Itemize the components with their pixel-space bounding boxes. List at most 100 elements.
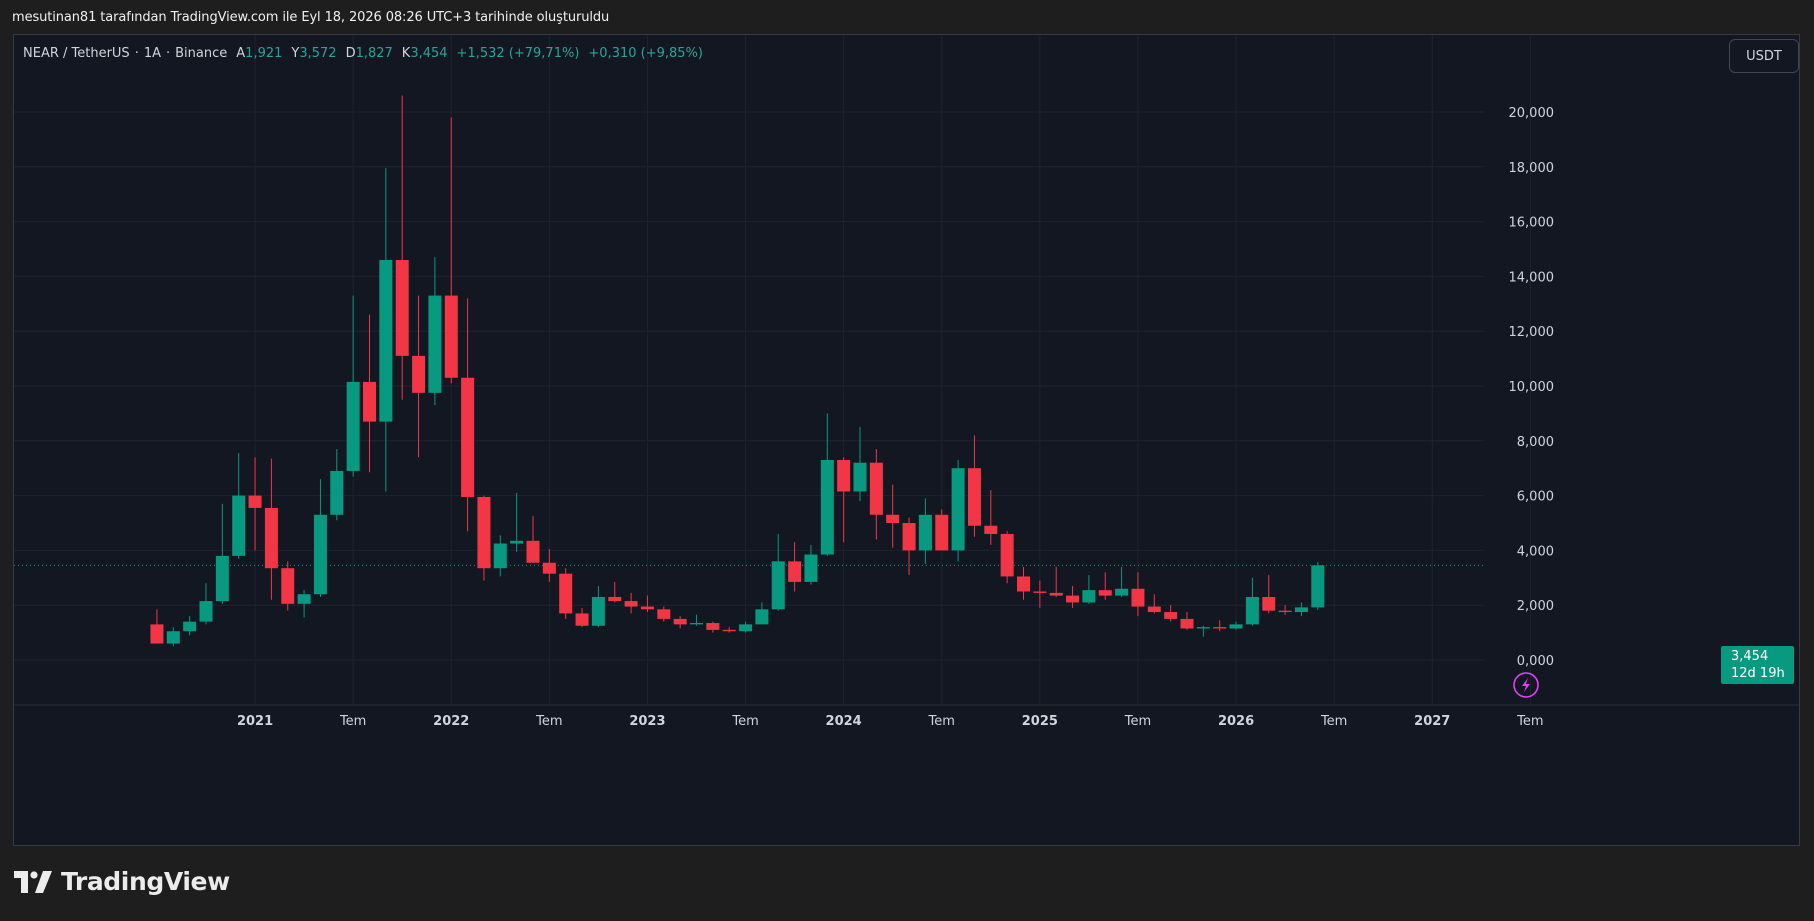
low-label: D (345, 46, 356, 61)
candlestick-chart[interactable]: 0,000 2,000 4,000 6,000 8,000 10,000 12,000 14,… (14, 35, 1800, 846)
candle-body (1098, 590, 1112, 596)
candle (248, 457, 262, 551)
candle-body (232, 495, 246, 556)
tradingview-logo: TradingView (14, 867, 230, 896)
lightning-icon[interactable] (1513, 672, 1539, 698)
price-tick-label: 16,000 (1509, 216, 1555, 231)
candle-body (673, 618, 687, 625)
candle (395, 95, 409, 400)
time-tick-label: 2023 (629, 714, 665, 729)
candle (951, 459, 965, 562)
candle-body (984, 525, 998, 534)
candle (1017, 566, 1030, 600)
price-tick-label: 12,000 (1509, 325, 1555, 340)
candle-body (902, 523, 916, 551)
candle-body (379, 259, 393, 422)
candle-body (1017, 576, 1030, 592)
candles (150, 95, 1325, 647)
high-value: 3,572 (299, 46, 337, 61)
price-axis: 0,000 2,000 4,000 6,000 8,000 10,000 12,000 14,… (1509, 106, 1555, 669)
brand-name: TradingView (61, 867, 230, 896)
candle (640, 595, 654, 613)
candle (150, 609, 164, 644)
candle-body (804, 554, 818, 582)
candle-body (264, 507, 278, 569)
candle (869, 449, 883, 540)
price-tick-label: 2,000 (1517, 599, 1554, 614)
candle (1229, 621, 1243, 630)
candle-body (1196, 627, 1210, 629)
price-tick-label: 4,000 (1517, 544, 1554, 559)
candle (1115, 566, 1129, 597)
candle (706, 621, 720, 633)
candle (788, 542, 802, 592)
candle-body (935, 514, 949, 551)
candle-body (853, 462, 867, 492)
candle (1066, 586, 1080, 608)
time-tick-label: Tem (1124, 714, 1151, 729)
candle-body (248, 495, 262, 508)
candle (1294, 602, 1308, 617)
candle (313, 479, 327, 597)
candle (690, 614, 703, 626)
time-tick-label: Tem (1516, 714, 1543, 729)
candle-body (313, 514, 327, 595)
time-tick-label: 2026 (1218, 714, 1254, 729)
exchange-label: Binance (175, 46, 228, 61)
candle-body (1000, 533, 1014, 577)
currency-button[interactable]: USDT (1729, 39, 1799, 73)
candle-body (591, 596, 605, 626)
candle-body (363, 381, 376, 422)
candle-body (1311, 565, 1325, 608)
candle-body (526, 540, 540, 563)
candle-body (967, 468, 981, 526)
price-tick-label: 8,000 (1517, 435, 1554, 450)
chart-panel[interactable]: 0,000 2,000 4,000 6,000 8,000 10,000 12,000 14,… (13, 34, 1800, 846)
candle-body (951, 468, 965, 551)
price-tick-label: 10,000 (1509, 380, 1555, 395)
candle (1147, 594, 1161, 614)
time-tick-label: Tem (731, 714, 758, 729)
candle-body (199, 601, 213, 622)
symbol-name[interactable]: NEAR / TetherUS (23, 46, 130, 61)
high-label: Y (291, 46, 300, 61)
lightning-icon-ring (1513, 672, 1539, 698)
candle (444, 117, 458, 384)
candle (477, 495, 491, 581)
candle (902, 517, 916, 576)
candle (608, 581, 622, 603)
candle-body (918, 514, 932, 551)
last-price-tag: 3,454 12d 19h (1721, 646, 1794, 684)
candle (624, 592, 638, 614)
candle-body (412, 355, 426, 393)
candle (363, 314, 376, 473)
price-tick-label: 18,000 (1509, 161, 1555, 176)
candle (510, 492, 524, 552)
time-tick-label: 2024 (826, 714, 862, 729)
candle (526, 516, 540, 563)
candle-body (150, 624, 164, 644)
tradingview-logo-icon (14, 870, 52, 893)
candle (330, 449, 344, 521)
candle-body (1294, 607, 1308, 613)
candle (591, 586, 605, 628)
candle (412, 295, 426, 458)
candle-body (771, 561, 785, 610)
candle-body (493, 543, 507, 569)
candle-body (477, 496, 491, 569)
candle (820, 413, 834, 556)
candle-body (1131, 588, 1145, 607)
candle (346, 295, 360, 477)
candle-body (575, 613, 589, 626)
candle-body (1229, 624, 1243, 629)
time-tick-label: 2025 (1022, 714, 1058, 729)
candle (183, 616, 197, 636)
candle (1098, 572, 1112, 600)
candle (722, 627, 736, 633)
candle (199, 583, 213, 625)
interval-label[interactable]: 1A (143, 46, 161, 61)
candle-body (542, 562, 556, 574)
candle (1033, 580, 1047, 608)
candle (1245, 577, 1259, 626)
